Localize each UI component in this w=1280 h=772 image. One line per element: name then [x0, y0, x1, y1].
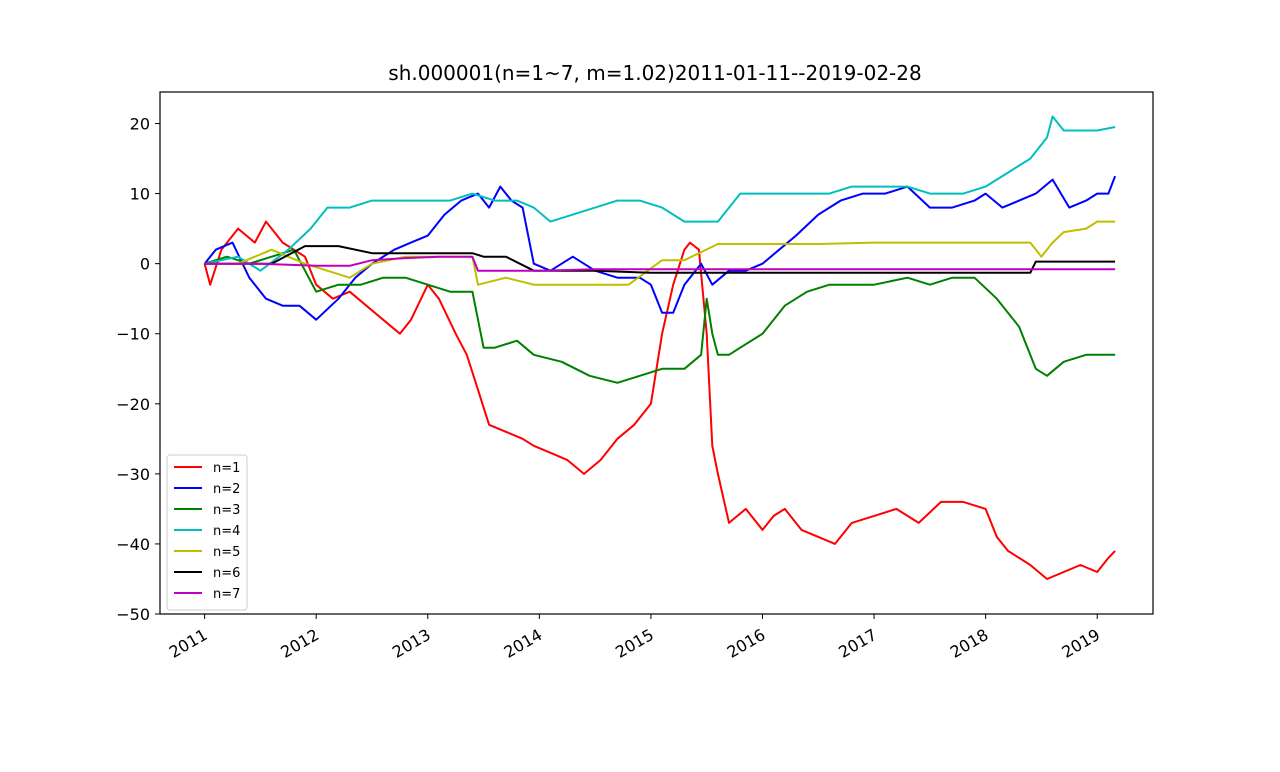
legend-label: n=6	[213, 566, 240, 581]
legend-label: n=7	[213, 587, 240, 602]
y-tick-label: −10	[116, 325, 150, 344]
chart-title: sh.000001(n=1~7, m=1.02)2011-01-11--2019…	[388, 61, 921, 85]
legend-label: n=1	[213, 461, 240, 476]
series-line-n-4	[204, 115, 1116, 272]
y-tick-label: −30	[116, 465, 150, 484]
legend: n=1 n=2 n=3 n=4 n=5 n=6 n=7	[166, 454, 248, 611]
series-layer	[203, 115, 1117, 580]
y-tick-label: 0	[140, 255, 150, 274]
y-tick-label: −20	[116, 395, 150, 414]
series-line-n-2	[203, 175, 1117, 321]
series-line-n-3	[204, 248, 1116, 384]
legend-label: n=3	[213, 503, 240, 518]
series-line-n-7	[204, 255, 1116, 272]
legend-label: n=2	[213, 482, 240, 497]
y-tick-label: −40	[116, 535, 150, 554]
plot-frame	[159, 91, 1154, 615]
legend-label: n=5	[213, 545, 240, 560]
y-tick-label: 20	[130, 115, 150, 134]
y-tick-label: −50	[116, 605, 150, 624]
legend-label: n=4	[213, 524, 240, 539]
series-line-n-1	[203, 220, 1116, 580]
y-tick-label: 10	[130, 185, 150, 204]
